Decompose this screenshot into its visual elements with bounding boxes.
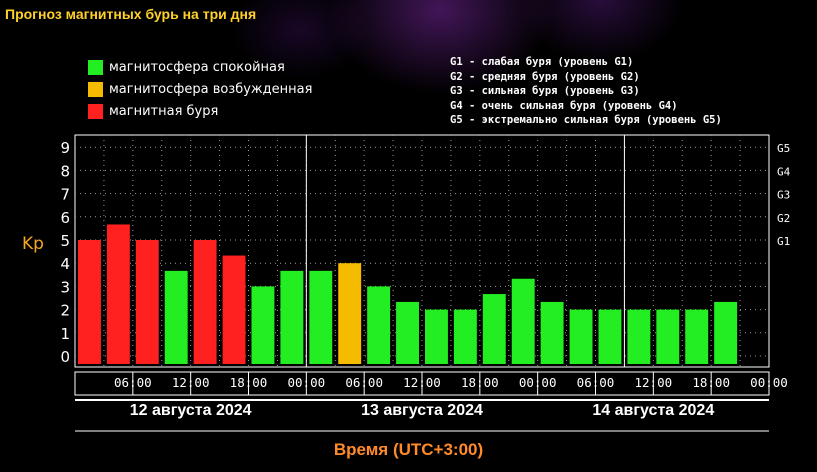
bar-3 bbox=[135, 240, 159, 364]
g-tick-label: G5 bbox=[777, 142, 790, 155]
date-label-day1: 12 августа 2024 bbox=[129, 402, 252, 419]
legend-label-excited: магнитосфера возбужденная bbox=[109, 81, 313, 97]
date-label-day2: 13 августа 2024 bbox=[361, 402, 483, 419]
page-title: Прогноз магнитных бурь на три дня bbox=[5, 6, 257, 22]
g-level-4: G4 - очень сильная буря (уровень G4) bbox=[450, 99, 678, 112]
bar-12 bbox=[396, 301, 419, 364]
legend-item-storm: магнитная буря bbox=[88, 100, 312, 122]
x-tick-label: 00:00 bbox=[750, 375, 788, 390]
g-tick-label: G3 bbox=[777, 189, 790, 202]
x-tick-label: 18:00 bbox=[692, 375, 730, 390]
bar-19 bbox=[598, 309, 622, 364]
g-scale-legend: G1 - слабая буря (уровень G1) G2 - средн… bbox=[450, 56, 722, 129]
x-tick-label: 06:00 bbox=[114, 375, 152, 390]
y-axis-label: Kp bbox=[22, 234, 44, 254]
x-tick-label: 12:00 bbox=[403, 375, 441, 390]
date-row: 12 августа 2024 13 августа 2024 14 авгус… bbox=[75, 397, 769, 431]
legend-swatch-excited bbox=[88, 81, 103, 97]
legend-label-quiet: магнитосфера спокойная bbox=[109, 59, 285, 75]
date-label-day3: 14 августа 2024 bbox=[592, 402, 715, 419]
bar-20 bbox=[627, 309, 651, 364]
y-tick-label: 4 bbox=[60, 255, 70, 273]
legend-swatch-quiet bbox=[88, 59, 103, 75]
y-tick-label: 6 bbox=[60, 209, 70, 227]
bar-11 bbox=[367, 286, 391, 364]
bar-2 bbox=[106, 224, 130, 364]
legend: магнитосфера спокойная магнитосфера возб… bbox=[88, 56, 312, 122]
x-tick-label: 06:00 bbox=[577, 375, 615, 390]
bar-8 bbox=[280, 270, 304, 364]
bar-10 bbox=[338, 263, 362, 364]
y-tick-label: 9 bbox=[60, 139, 70, 157]
legend-swatch-storm bbox=[88, 103, 103, 119]
y-tick-label: 7 bbox=[60, 186, 70, 204]
bar-23 bbox=[714, 301, 738, 364]
bar-15 bbox=[482, 294, 506, 364]
bar-13 bbox=[425, 309, 448, 364]
x-tick-label: 12:00 bbox=[635, 375, 673, 390]
bar-22 bbox=[685, 309, 709, 364]
y-tick-label: 5 bbox=[60, 232, 70, 250]
bar-17 bbox=[540, 301, 564, 364]
bar-6 bbox=[222, 255, 246, 364]
x-axis-label: Время (UTC+3:00) bbox=[333, 440, 484, 459]
bar-4 bbox=[164, 270, 188, 364]
y-tick-label: 8 bbox=[60, 162, 70, 180]
bar-9 bbox=[309, 270, 333, 364]
bar-21 bbox=[656, 309, 680, 364]
legend-item-excited: магнитосфера возбужденная bbox=[88, 78, 312, 100]
bar-14 bbox=[453, 309, 477, 364]
bar-7 bbox=[251, 286, 275, 364]
y-tick-label: 3 bbox=[60, 278, 70, 296]
bar-5 bbox=[193, 240, 217, 364]
g-level-5: G5 - экстремально сильная буря (уровень … bbox=[450, 114, 722, 126]
legend-label-storm: магнитная буря bbox=[109, 103, 219, 119]
legend-item-quiet: магнитосфера спокойная bbox=[88, 56, 312, 78]
g-level-3: G3 - сильная буря (уровень G3) bbox=[450, 85, 640, 97]
y-tick-label: 2 bbox=[60, 302, 70, 320]
bar-1 bbox=[78, 240, 101, 364]
bar-16 bbox=[511, 278, 535, 364]
g-tick-label: G4 bbox=[777, 165, 791, 178]
g-level-2: G2 - средняя буря (уровень G2) bbox=[450, 70, 640, 83]
g-level-1: G1 - слабая буря (уровень G1) bbox=[450, 56, 634, 68]
x-tick-label: 12:00 bbox=[172, 375, 210, 390]
bar-18 bbox=[569, 309, 593, 364]
x-tick-label: 18:00 bbox=[230, 375, 268, 390]
y-tick-label: 1 bbox=[60, 325, 70, 343]
x-tick-label: 06:00 bbox=[345, 375, 383, 390]
x-tick-label: 00:00 bbox=[519, 375, 557, 390]
x-tick-label: 18:00 bbox=[461, 375, 499, 390]
x-tick-label: 00:00 bbox=[288, 375, 326, 390]
g-tick-label: G1 bbox=[777, 235, 790, 248]
y-tick-label: 0 bbox=[60, 348, 70, 366]
g-tick-label: G2 bbox=[777, 212, 790, 225]
